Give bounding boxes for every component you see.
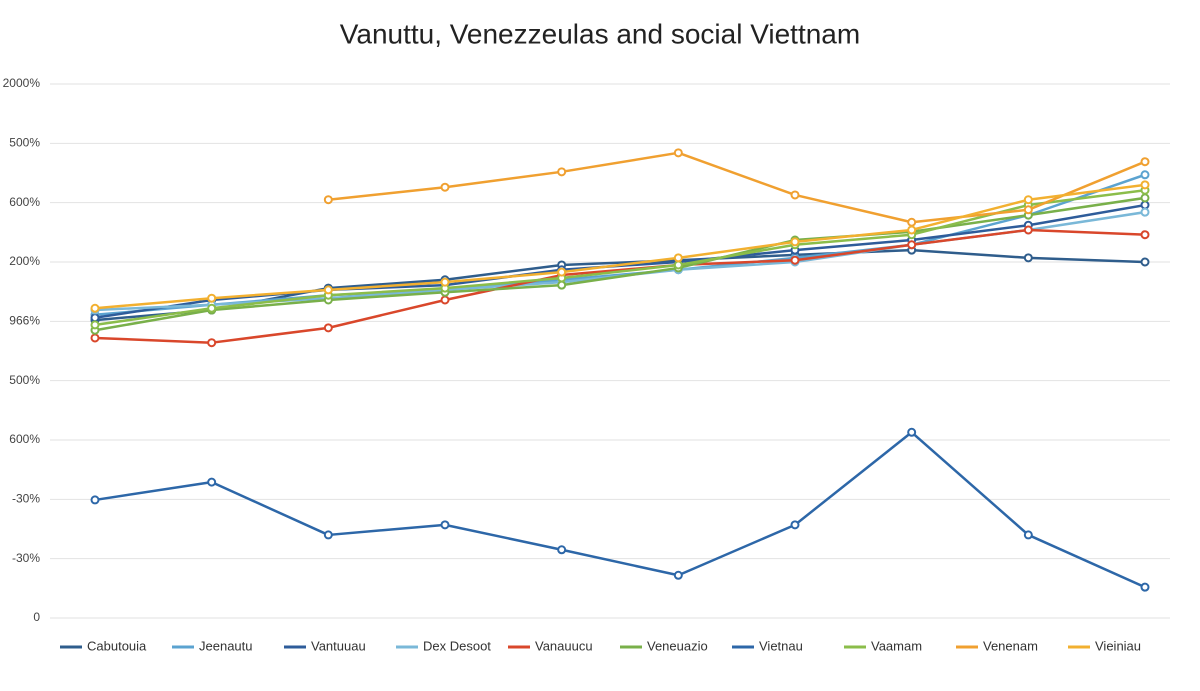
y-tick-label: 966% <box>9 314 40 328</box>
data-point <box>673 148 683 158</box>
y-tick-label: -30% <box>12 492 40 506</box>
data-point <box>673 253 683 263</box>
data-point <box>1140 193 1150 203</box>
data-point <box>207 293 217 303</box>
data-point <box>673 570 683 580</box>
series-line <box>94 228 1146 344</box>
chart-title: Vanuttu, Venezzeulas and social Viettnam <box>340 18 860 49</box>
y-tick-label: 2000% <box>3 76 41 90</box>
data-point <box>907 217 917 227</box>
y-tick-label: 500% <box>9 373 40 387</box>
data-point <box>1140 582 1150 592</box>
y-tick-label: 600% <box>9 432 40 446</box>
data-point <box>1140 257 1150 267</box>
series-line <box>94 183 1146 310</box>
data-point <box>673 260 683 270</box>
data-point <box>323 285 333 295</box>
data-point <box>1023 205 1033 215</box>
legend-label: Vietnau <box>759 638 803 653</box>
data-point <box>1140 157 1150 167</box>
data-point <box>790 520 800 530</box>
legend-label: Cabutouia <box>87 638 147 653</box>
data-point <box>1140 200 1150 210</box>
data-point <box>440 277 450 287</box>
data-point <box>90 320 100 330</box>
data-point <box>90 333 100 343</box>
data-point <box>557 167 567 177</box>
data-point <box>323 530 333 540</box>
series-line <box>94 188 1146 327</box>
data-point <box>1140 230 1150 240</box>
legend-label: Vantuuau <box>311 638 366 653</box>
data-point <box>323 323 333 333</box>
data-point <box>557 280 567 290</box>
data-point <box>907 225 917 235</box>
data-point <box>90 313 100 323</box>
data-point <box>1140 170 1150 180</box>
data-point <box>907 427 917 437</box>
data-point <box>323 195 333 205</box>
data-point <box>1023 225 1033 235</box>
data-point <box>440 182 450 192</box>
legend-label: Vanauucu <box>535 638 593 653</box>
legend-label: Jeenautu <box>199 638 253 653</box>
y-tick-label: 0 <box>33 610 40 624</box>
data-point <box>907 240 917 250</box>
data-point <box>1023 195 1033 205</box>
data-point <box>557 545 567 555</box>
data-point <box>90 495 100 505</box>
data-point <box>440 295 450 305</box>
series-line <box>94 173 1146 317</box>
legend-label: Dex Desoot <box>423 638 491 653</box>
y-tick-label: 500% <box>9 136 40 150</box>
data-point <box>207 303 217 313</box>
data-point <box>207 477 217 487</box>
data-point <box>1023 530 1033 540</box>
data-point <box>557 267 567 277</box>
legend-label: Vieiniau <box>1095 638 1141 653</box>
data-point <box>1140 207 1150 217</box>
data-point <box>90 303 100 313</box>
data-point <box>440 520 450 530</box>
legend-label: Venenam <box>983 638 1038 653</box>
series-line <box>94 431 1146 589</box>
data-point <box>207 338 217 348</box>
y-tick-label: 200% <box>9 254 40 268</box>
data-point <box>1023 253 1033 263</box>
legend-label: Vaamam <box>871 638 922 653</box>
y-tick-label: 600% <box>9 195 40 209</box>
data-point <box>790 190 800 200</box>
series-line <box>94 248 1146 322</box>
y-tick-label: -30% <box>12 551 40 565</box>
data-point <box>1140 180 1150 190</box>
data-point <box>790 237 800 247</box>
legend-label: Veneuazio <box>647 638 708 653</box>
series-line <box>328 151 1146 224</box>
series-line <box>94 196 1146 332</box>
data-point <box>790 255 800 265</box>
